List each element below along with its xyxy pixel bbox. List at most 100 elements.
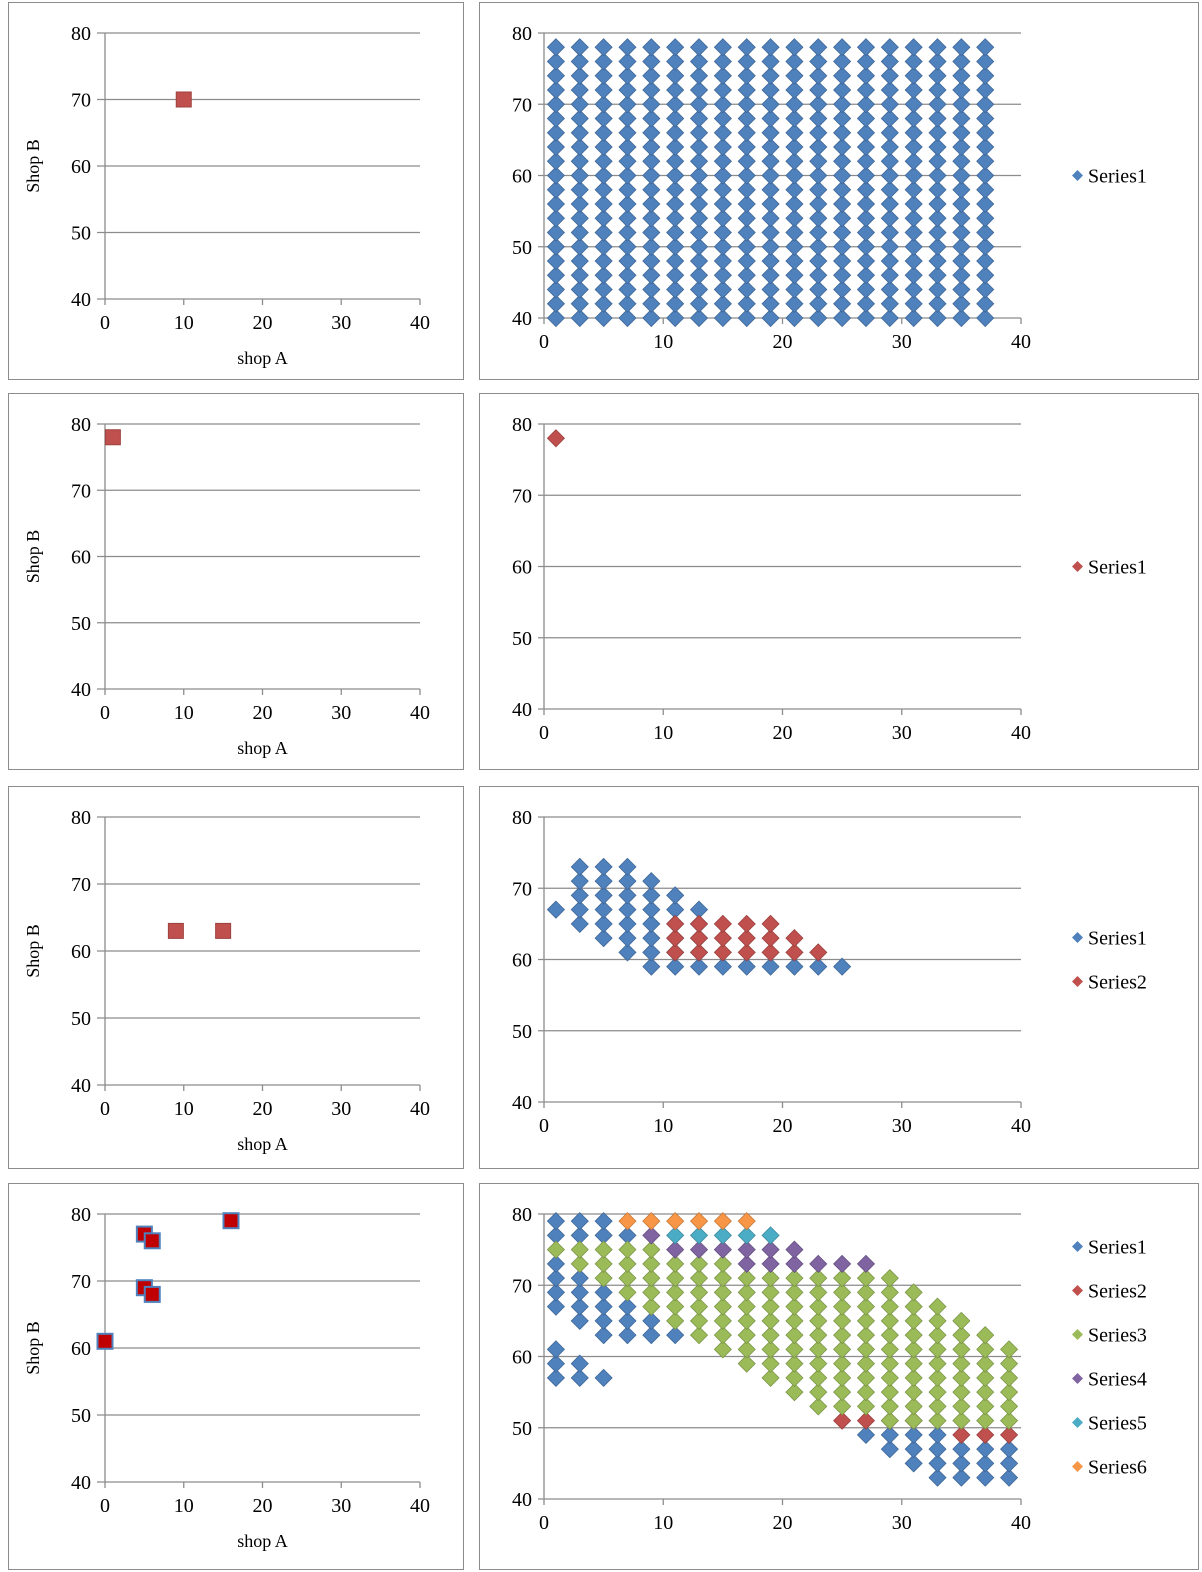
data-point <box>833 1297 852 1316</box>
x-tick-label: 20 <box>773 1115 793 1137</box>
data-point <box>618 109 637 128</box>
data-point <box>546 66 565 85</box>
data-point <box>809 1397 828 1416</box>
data-point <box>594 223 613 242</box>
data-point <box>737 237 756 256</box>
data-point <box>713 1269 732 1288</box>
data-point <box>976 52 995 71</box>
data-point <box>570 237 589 256</box>
y-tick-label: 70 <box>512 1275 532 1297</box>
chart-panel-left-3: 40 50 60 70 80 0 10 20 30 40 shop A Shop B <box>8 786 464 1169</box>
data-point <box>618 943 637 962</box>
data-point <box>666 914 685 933</box>
data-point <box>737 943 756 962</box>
data-point <box>928 237 947 256</box>
y-tick-label: 50 <box>71 1008 91 1030</box>
data-point <box>880 137 899 157</box>
data-point <box>928 209 947 228</box>
x-tick-label: 20 <box>253 702 273 724</box>
data-point <box>642 137 661 157</box>
data-point <box>856 1383 876 1402</box>
data-point <box>546 1212 565 1231</box>
data-point <box>689 137 709 157</box>
legend-marker <box>1072 1373 1083 1384</box>
data-point <box>833 1354 852 1373</box>
data-point <box>928 1425 947 1444</box>
data-point <box>904 166 923 185</box>
data-point <box>594 929 613 948</box>
data-point <box>833 957 852 976</box>
data-point <box>928 1454 947 1473</box>
data-point <box>809 109 828 128</box>
data-point <box>856 1340 876 1359</box>
data-point <box>570 872 589 891</box>
data-point <box>666 1269 685 1288</box>
data-point <box>856 294 876 313</box>
data-point <box>761 52 780 71</box>
data-point <box>594 166 613 185</box>
data-point <box>222 1212 240 1230</box>
data-point <box>976 194 995 214</box>
data-point <box>833 1397 852 1416</box>
data-point <box>976 1454 995 1473</box>
legend-marker <box>1072 1241 1083 1252</box>
y-tick-label: 40 <box>512 308 532 330</box>
data-point <box>880 109 899 128</box>
data-point <box>570 857 589 876</box>
legend-label: Series3 <box>1088 1325 1147 1347</box>
data-point <box>785 223 804 242</box>
scatter-chart: 40 50 60 70 80 0 10 20 30 40 shop A Shop B <box>23 23 430 368</box>
x-tick-label: 10 <box>174 702 194 724</box>
data-point <box>594 1254 613 1273</box>
y-tick-label: 60 <box>512 950 532 972</box>
y-tick-label: 80 <box>512 807 532 829</box>
data-point <box>737 251 756 271</box>
data-point <box>618 180 637 199</box>
data-point <box>976 223 995 242</box>
data-point <box>928 1468 947 1487</box>
data-point <box>833 1340 852 1359</box>
data-point <box>976 95 995 114</box>
data-point <box>928 38 947 57</box>
data-point <box>570 66 589 85</box>
scatter-chart: 40 50 60 70 80 0 10 20 30 40 Series1 Series2 <box>512 807 1147 1137</box>
data-point <box>594 872 613 891</box>
data-point <box>809 137 828 157</box>
data-point <box>546 52 565 71</box>
data-point <box>761 38 780 57</box>
data-point <box>833 1283 852 1302</box>
data-point <box>570 194 589 214</box>
data-point <box>880 180 899 199</box>
legend-marker <box>1072 170 1083 181</box>
chart-panel-left-1: 40 50 60 70 80 0 10 20 30 40 shop A Shop B <box>8 2 464 380</box>
data-point <box>666 280 685 299</box>
y-tick-label: 80 <box>512 23 532 45</box>
y-tick-label: 70 <box>512 878 532 900</box>
data-point <box>546 223 565 242</box>
data-point <box>594 1297 613 1316</box>
data-point <box>809 308 828 328</box>
data-point <box>642 1226 661 1245</box>
data-point <box>880 95 899 114</box>
data-point <box>666 38 685 57</box>
x-tick-label: 0 <box>539 331 549 353</box>
data-point <box>952 38 971 57</box>
data-point <box>737 1340 756 1359</box>
data-point <box>761 1283 780 1302</box>
chart-panel-left-4: 40 50 60 70 80 0 10 20 30 40 shop A Shop B <box>8 1183 464 1570</box>
data-point <box>167 922 184 939</box>
data-point <box>642 900 661 919</box>
data-point <box>833 38 852 57</box>
data-point <box>570 1368 589 1387</box>
data-point <box>689 166 709 185</box>
data-point <box>618 929 637 948</box>
data-point <box>833 223 852 242</box>
y-tick-label: 60 <box>71 1338 91 1360</box>
data-point <box>642 166 661 185</box>
data-point <box>785 1240 804 1259</box>
data-point <box>928 1311 947 1330</box>
data-point <box>737 957 756 976</box>
data-point <box>904 38 923 57</box>
data-point <box>618 80 637 100</box>
data-point <box>737 95 756 114</box>
